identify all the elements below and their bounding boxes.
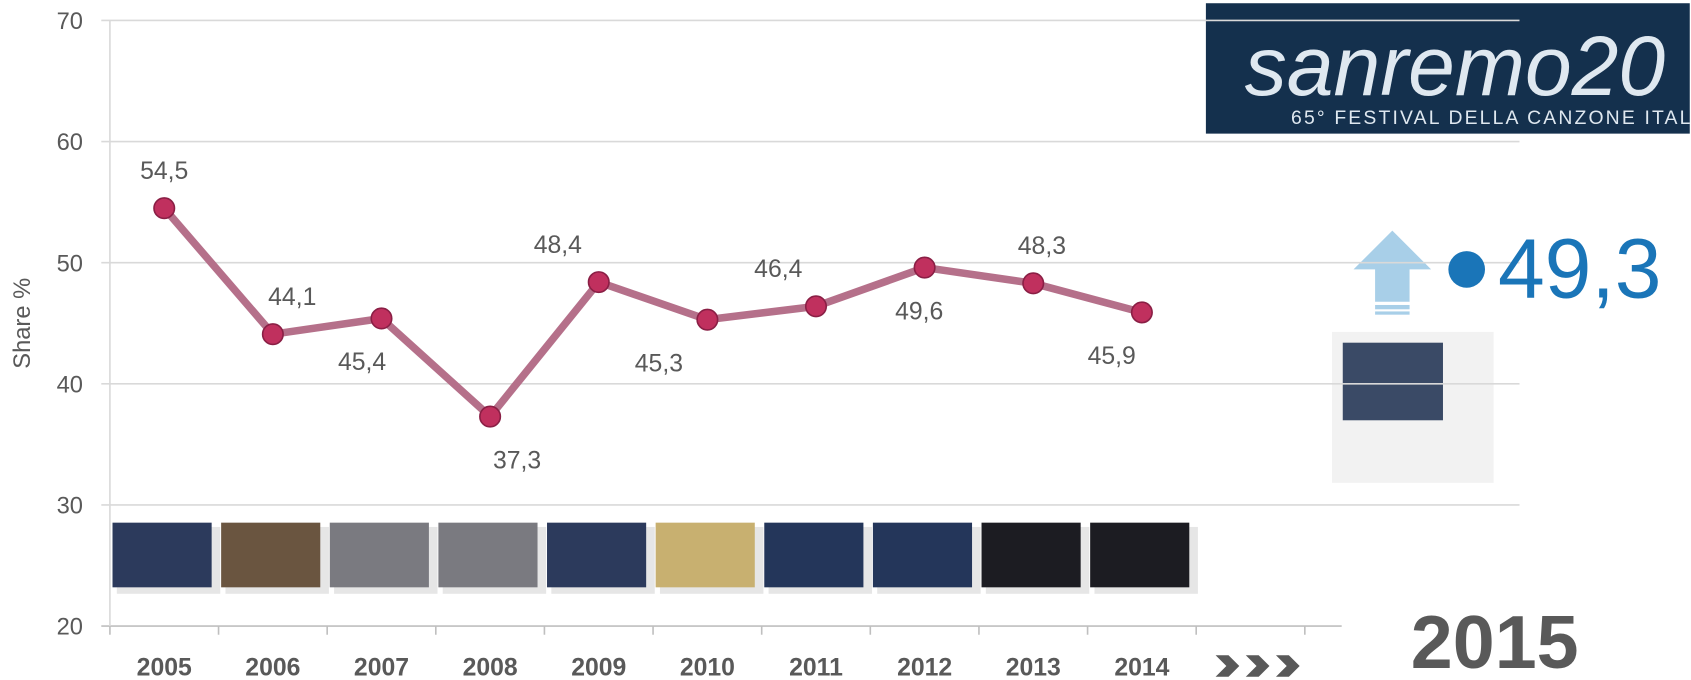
photo	[547, 522, 647, 588]
photo	[872, 522, 973, 588]
photo	[112, 522, 212, 588]
data-point	[153, 197, 176, 220]
data-label: 48,4	[534, 232, 582, 259]
x-tick-label: 2013	[1006, 655, 1061, 680]
data-label: 46,4	[754, 256, 802, 283]
logo-title: sanremo20	[1245, 19, 1666, 113]
data-point	[804, 295, 828, 318]
next-arrows	[1215, 655, 1300, 677]
data-point	[370, 307, 393, 330]
highlight-year: 2015	[1411, 600, 1579, 680]
x-tick-label: 2010	[680, 655, 735, 680]
x-tick-label: 2006	[245, 655, 300, 680]
photo	[329, 522, 429, 588]
data-label: 45,3	[635, 350, 683, 377]
data-label: 45,4	[338, 349, 386, 376]
data-point	[1130, 301, 1153, 324]
x-tick-label: 2009	[571, 655, 626, 680]
highlight-value: 49,3	[1498, 221, 1662, 315]
photo	[981, 522, 1081, 588]
x-tick-label: 2011	[789, 655, 843, 680]
up-arrow	[1353, 230, 1432, 302]
line-series	[161, 205, 1143, 421]
logo-background	[1205, 3, 1690, 134]
data-label: 48,3	[1018, 233, 1066, 260]
data-point	[479, 405, 502, 428]
up-arrow-bar	[1375, 311, 1410, 315]
arrow	[1215, 655, 1240, 677]
data-label: 44,1	[268, 284, 316, 311]
arrow	[1275, 655, 1300, 677]
data-point	[261, 323, 284, 346]
up-arrow-bar	[1375, 304, 1410, 310]
y-tick-label: 70	[57, 9, 83, 35]
y-tick-label: 60	[57, 130, 83, 156]
data-point	[587, 271, 610, 294]
x-tick-label: 2012	[897, 655, 952, 680]
arrow	[1245, 655, 1270, 677]
photo	[1342, 342, 1443, 421]
photo	[764, 522, 864, 588]
x-tick-label: 2005	[137, 655, 192, 680]
data-label: 45,9	[1088, 343, 1136, 370]
data-point	[696, 308, 719, 331]
highlight-point	[1448, 251, 1486, 288]
data-label: 49,6	[895, 298, 943, 325]
y-tick-label: 40	[57, 372, 83, 398]
logo: sanremo20 65° FESTIVAL DELLA CANZONE ITA…	[1205, 3, 1691, 134]
data-point	[1022, 272, 1045, 295]
photo	[655, 522, 755, 588]
y-tick-label: 20	[57, 615, 83, 641]
data-point	[913, 256, 936, 279]
photo	[221, 522, 321, 588]
photo	[438, 522, 538, 588]
data-label: 54,5	[140, 158, 188, 185]
logo-subtitle: 65° FESTIVAL DELLA CANZONE ITALI	[1291, 107, 1691, 129]
y-axis-label: Share %	[10, 278, 36, 369]
x-tick-label: 2007	[354, 655, 409, 680]
y-tick-label: 30	[57, 494, 83, 520]
photo	[1090, 522, 1190, 588]
data-label: 37,3	[493, 447, 541, 474]
x-tick-label: 2008	[463, 655, 518, 680]
y-tick-label: 50	[57, 251, 83, 277]
x-tick-label: 2014	[1114, 655, 1169, 680]
